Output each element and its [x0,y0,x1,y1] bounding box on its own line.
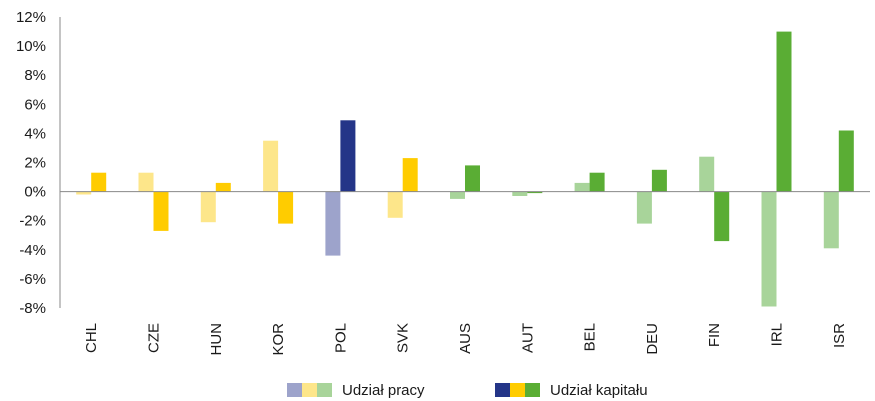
x-tick-label: HUN [208,323,225,356]
x-tick-label: AUS [457,323,474,354]
legend-swatch [510,383,525,397]
y-tick-label: 4% [24,125,46,142]
legend-swatch [302,383,317,397]
x-tick-label: BEL [582,323,599,351]
y-tick-label: -4% [19,242,46,259]
x-axis-ticks: CHL CZE HUN KOR POL SVK AUS AUT BEL DEU FIN IRL ISR [83,323,848,356]
bar-capital-kor [278,191,294,224]
legend-swatch [495,383,510,397]
y-tick-label: 10% [16,38,46,55]
bar-capital-irl [776,31,792,192]
y-tick-label: -6% [19,271,46,288]
legend-swatches-capital [495,383,540,397]
bar-capital-pol [340,120,356,192]
bar-labour-svk [387,191,403,218]
x-tick-label: CZE [146,323,163,353]
x-tick-label: KOR [270,323,287,356]
x-tick-label: ISR [831,323,848,348]
legend-label-labour: Udział pracy [342,382,425,399]
x-tick-label: FIN [706,323,723,347]
bar-labour-cze [138,172,154,192]
bar-labour-hun [200,191,216,223]
legend-swatches-labour [287,383,332,397]
y-tick-label: 6% [24,96,46,113]
legend-label-capital: Udział kapitału [550,382,648,399]
x-tick-label: SVK [395,323,412,353]
bar-labour-chl [76,191,92,195]
legend-item-capital: Udział kapitału [495,382,648,399]
legend: Udział pracy Udział kapitału [287,382,648,399]
bar-capital-deu [651,169,667,192]
y-tick-label: 2% [24,155,46,172]
x-tick-label: AUT [519,323,536,353]
bar-labour-aus [450,191,465,199]
bar-labour-fin [699,156,715,192]
y-axis-ticks: 12% 10% 8% 6% 4% 2% 0% -2% -4% -6% -8% [16,9,46,317]
legend-swatch [317,383,332,397]
y-tick-label: -8% [19,300,46,317]
bar-capital-bel [589,172,605,192]
bar-capital-cze [153,191,169,231]
bar-capital-hun [215,182,231,192]
bar-capital-aut [527,191,543,194]
bar-capital-svk [402,158,418,192]
bar-labour-aut [512,191,528,196]
x-tick-label: POL [332,323,349,353]
legend-swatch [525,383,540,397]
legend-item-labour: Udział pracy [287,382,425,399]
x-tick-label: CHL [83,323,100,353]
legend-swatch [287,383,302,397]
bar-labour-kor [263,140,279,192]
bar-labour-pol [325,191,341,256]
x-tick-label: DEU [644,323,661,355]
y-tick-label: -2% [19,213,46,230]
x-tick-label: IRL [769,323,786,346]
y-tick-label: 0% [24,184,46,201]
bar-capital-isr [838,130,854,192]
bar-capital-fin [714,191,730,242]
bar-labour-deu [636,191,652,224]
bar-capital-aus [465,165,480,192]
bars [76,31,854,307]
bar-labour-irl [761,191,777,307]
y-tick-label: 12% [16,9,46,26]
bar-labour-bel [574,182,590,192]
bar-capital-chl [91,172,107,192]
y-tick-label: 8% [24,67,46,84]
bar-labour-isr [823,191,839,249]
